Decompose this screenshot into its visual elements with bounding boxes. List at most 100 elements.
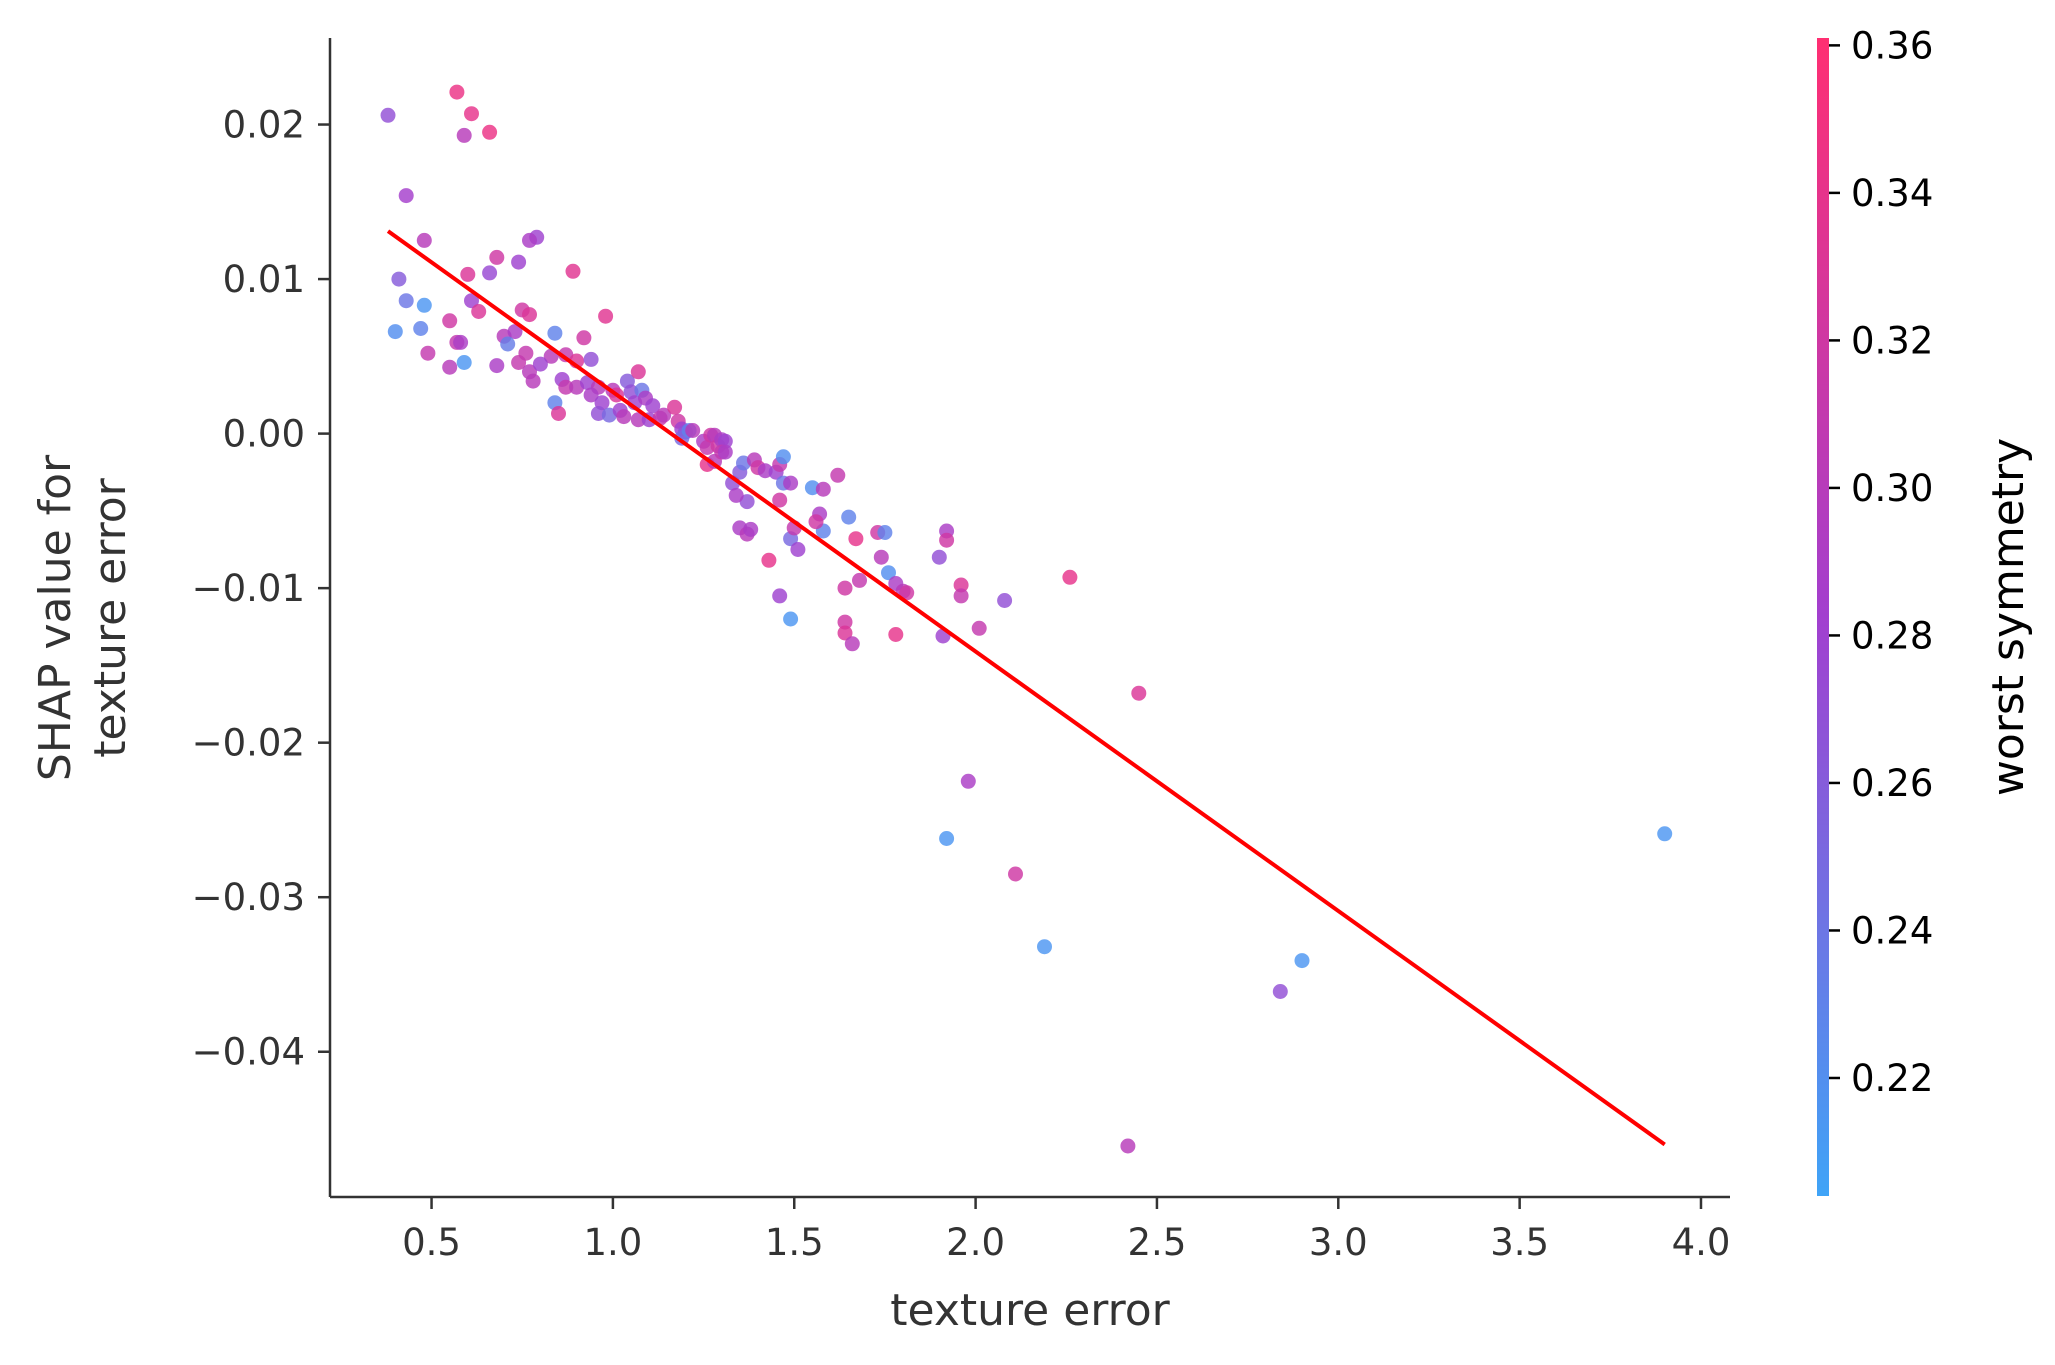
scatter-point	[398, 293, 414, 309]
scatter-point	[873, 549, 889, 565]
scatter-point	[971, 620, 987, 636]
scatter-point	[416, 232, 432, 248]
scatter-point	[743, 521, 759, 537]
y-tick-label: 0.02	[223, 104, 305, 147]
scatter-point	[772, 492, 788, 508]
colorbar-tick-label: 0.24	[1851, 909, 1933, 952]
x-tick-label: 2.5	[1128, 1221, 1187, 1264]
scatter-point	[525, 373, 541, 389]
scatter-point	[583, 387, 599, 403]
scatter-point	[598, 308, 614, 324]
scatter-point	[815, 481, 831, 497]
scatter-point	[772, 588, 788, 604]
scatter-point	[1657, 826, 1673, 842]
scatter-point	[888, 627, 904, 642]
scatter-point	[507, 324, 523, 340]
scatter-point	[442, 313, 458, 329]
y-tick-label: −0.04	[192, 1031, 305, 1074]
scatter-point	[576, 330, 592, 346]
scatter-point	[783, 475, 799, 491]
scatter-point	[442, 359, 458, 375]
scatter-point	[645, 398, 661, 414]
scatter-point	[881, 565, 896, 581]
scatter-point	[848, 531, 864, 547]
scatter-point	[456, 127, 472, 143]
x-tick-label: 3.0	[1309, 1221, 1368, 1264]
colorbar-ticks: 0.22 0.24 0.26 0.28 0.30 0.32 0.34 0.36	[1829, 24, 1933, 1100]
scatter-point	[464, 106, 479, 122]
scatter-point	[841, 509, 857, 525]
scatter-point	[761, 552, 777, 568]
y-tick-label: 0.00	[223, 413, 305, 456]
scatter-point	[413, 321, 429, 336]
scatter-point	[667, 399, 683, 415]
scatter-point	[852, 572, 867, 588]
scatter-point	[420, 345, 436, 361]
y-axis-title-line-1: SHAP value for	[30, 454, 81, 781]
scatter-point	[1037, 939, 1052, 955]
x-tick-label: 2.0	[946, 1221, 1005, 1264]
scatter-point	[899, 585, 915, 601]
y-tick-label: 0.01	[223, 258, 305, 301]
scatter-point	[558, 379, 574, 395]
scatter-point	[416, 297, 432, 313]
scatter-point	[830, 467, 846, 483]
x-tick-label: 0.5	[402, 1221, 461, 1264]
scatter-point	[547, 325, 563, 341]
scatter-point	[551, 406, 566, 421]
trend-line	[386, 229, 1666, 1147]
scatter-point	[837, 580, 853, 596]
scatter-point	[685, 423, 701, 438]
x-tick-label: 1.0	[583, 1221, 642, 1264]
scatter-point	[522, 232, 537, 248]
scatter-point	[630, 412, 646, 428]
colorbar-tick-label: 0.30	[1851, 467, 1933, 510]
scatter-point	[511, 355, 527, 370]
scatter-point	[456, 355, 472, 370]
scatter-points	[380, 84, 1673, 1154]
scatter-point	[449, 84, 465, 100]
scatter-point	[656, 407, 672, 423]
scatter-point	[453, 334, 469, 350]
x-tick-label: 3.5	[1490, 1221, 1549, 1264]
scatter-point	[837, 625, 853, 641]
scatter-point	[837, 614, 853, 630]
scatter-point	[500, 336, 516, 352]
colorbar-tick-label: 0.22	[1851, 1057, 1933, 1100]
colorbar: 0.22 0.24 0.26 0.28 0.30 0.32 0.34 0.36 worst s…	[1817, 24, 2034, 1196]
scatter-point	[532, 356, 548, 372]
x-ticks: 0.5 1.0 1.5 2.0 2.5 3.0 3.5 4.0	[402, 1197, 1730, 1264]
colorbar-tick-label: 0.32	[1851, 319, 1933, 362]
y-axis-title-line-2: texture error	[85, 477, 136, 757]
scatter-point	[511, 254, 527, 270]
scatter-point	[1272, 984, 1288, 999]
scatter-point	[808, 514, 824, 530]
scatter-point	[398, 188, 414, 204]
scatter-point	[728, 487, 744, 503]
scatter-point	[739, 494, 755, 510]
scatter-point	[939, 532, 955, 548]
scatter-point	[387, 324, 403, 340]
scatter-point	[489, 249, 505, 265]
colorbar-tick-label: 0.34	[1851, 172, 1933, 215]
colorbar-title: worst symmetry	[1983, 438, 2034, 796]
scatter-point	[489, 358, 505, 374]
x-tick-label: 4.0	[1672, 1221, 1731, 1264]
y-tick-label: −0.02	[192, 722, 305, 765]
colorbar-tick-label: 0.36	[1851, 24, 1933, 67]
scatter-point	[931, 549, 947, 565]
scatter-point	[471, 304, 487, 319]
scatter-point	[464, 293, 479, 309]
scatter-point	[391, 271, 407, 287]
y-tick-label: −0.01	[192, 567, 305, 610]
scatter-point	[877, 525, 893, 540]
scatter-point	[630, 364, 646, 380]
colorbar-tick-label: 0.28	[1851, 614, 1933, 657]
scatter-point	[482, 124, 498, 140]
scatter-point	[1120, 1138, 1136, 1154]
scatter-point	[997, 593, 1013, 608]
scatter-point	[1008, 866, 1023, 882]
y-ticks: 0.02 0.01 0.00 −0.01 −0.02 −0.03 −0.04	[192, 104, 330, 1074]
scatter-point	[1131, 685, 1147, 701]
